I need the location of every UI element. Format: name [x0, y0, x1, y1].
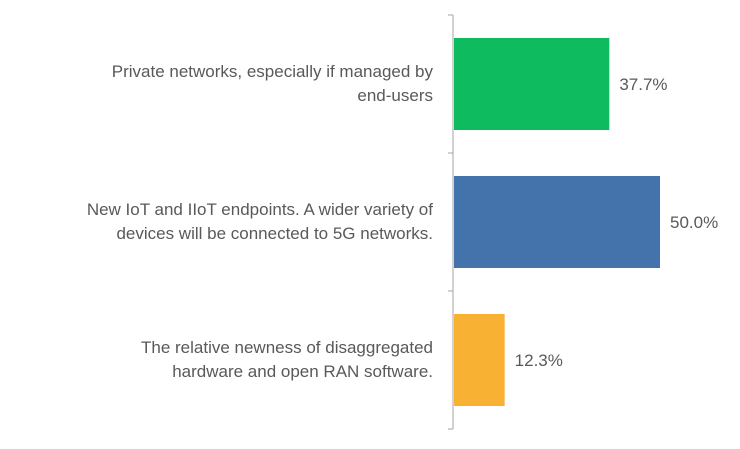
bar-layer	[454, 38, 660, 406]
bar-1	[454, 176, 660, 268]
value-label-2: 12.3%	[515, 351, 563, 370]
category-label-iot-endpoints: New IoT and IIoT endpoints. A wider vari…	[86, 200, 433, 243]
bar-0	[454, 38, 610, 130]
category-label-private-networks: Private networks, especially if managed …	[111, 62, 433, 105]
bar-2	[454, 314, 505, 406]
value-label-layer: 37.7% 50.0% 12.3%	[515, 75, 719, 370]
category-label-open-ran: The relative newness of disaggregated ha…	[140, 338, 433, 381]
axis-layer	[448, 14, 454, 430]
value-label-0: 37.7%	[619, 75, 667, 94]
value-label-1: 50.0%	[670, 213, 718, 232]
